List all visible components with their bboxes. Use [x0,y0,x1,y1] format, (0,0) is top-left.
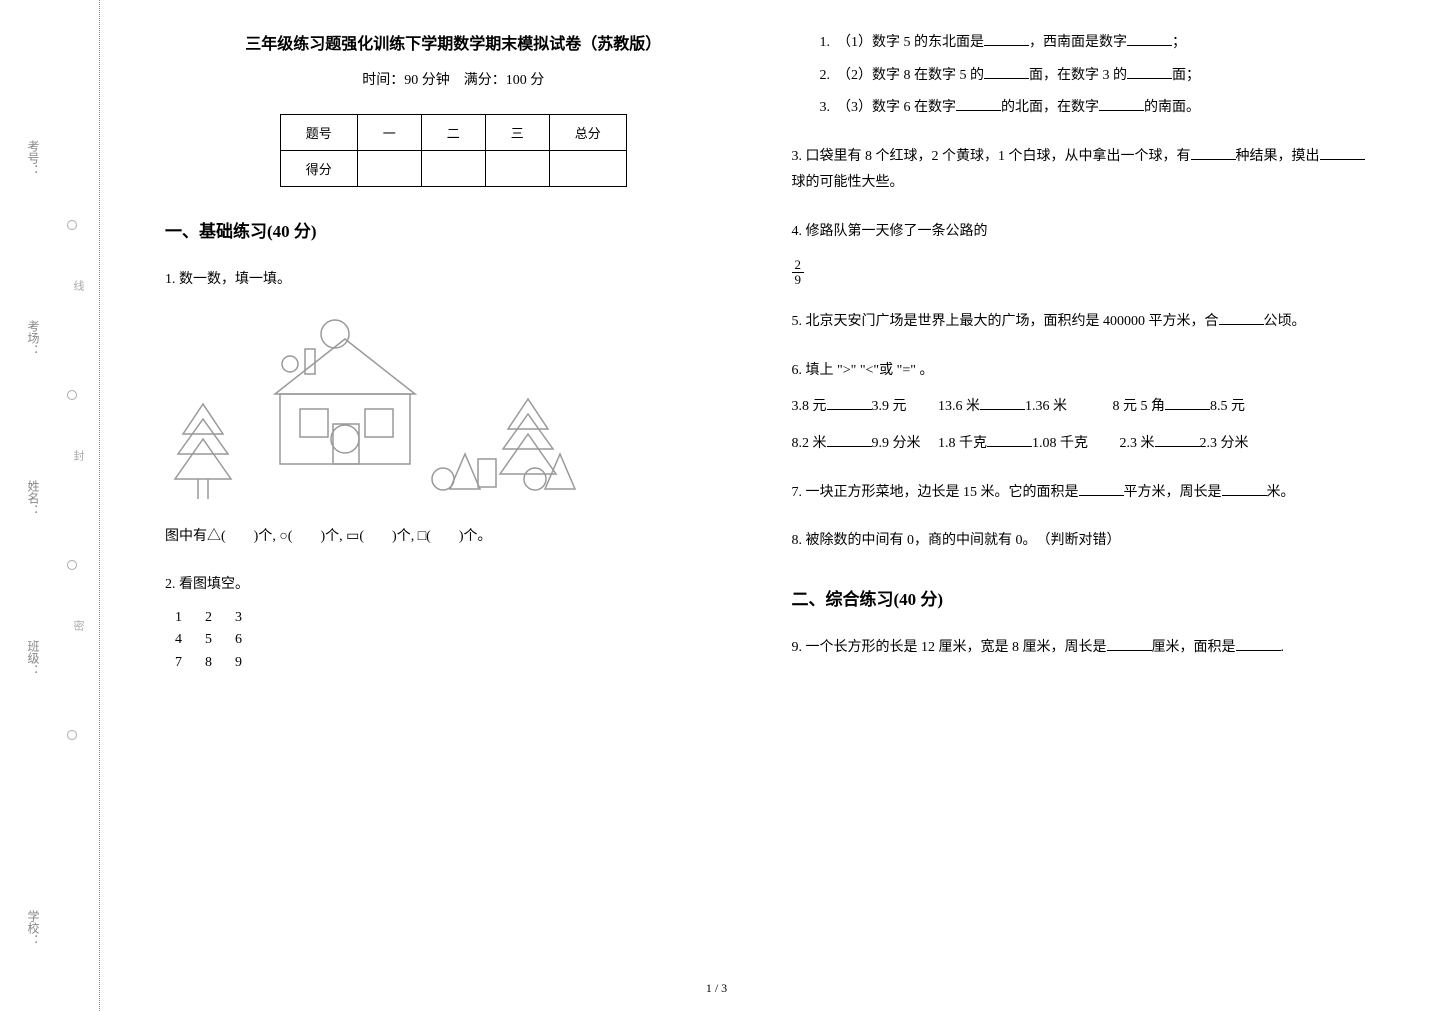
binding-circle [67,730,77,740]
score-col-total: 总分 [549,115,626,151]
blank [980,396,1025,410]
blank [984,65,1029,79]
binding-circle [67,560,77,570]
binding-margin: 考号： 考场： 姓名： 班级： 学校： 线 封 密 [0,0,100,1011]
blank [987,433,1032,447]
binding-circle [67,220,77,230]
q2-sub3: 3. （3）数字 6 在数字的北面，在数字的南面。 [792,95,1369,122]
circle-icon [279,529,287,544]
score-row-label: 得分 [280,151,357,187]
fraction: 2 9 [792,258,805,288]
question-6: 6. 填上 ">" "<"或 "=" 。 3.8 元3.9 元 13.6 米1.… [792,358,1369,458]
square-icon [418,529,426,544]
blank [1191,146,1236,160]
q2-sub2: 2. （2）数字 8 在数字 5 的面，在数字 3 的面； [792,63,1369,90]
q2-text: 2. 看图填空。 [165,572,742,599]
blank [1236,637,1281,651]
score-table: 题号 一 二 三 总分 得分 [280,114,627,187]
left-column: 三年级练习题强化训练下学期数学期末模拟试卷（苏教版） 时间：90 分钟 满分：1… [140,30,767,981]
score-cell [421,151,485,187]
page-subtitle: 时间：90 分钟 满分：100 分 [165,69,742,89]
binding-label-class: 班级： [25,640,42,676]
blank [1222,482,1267,496]
question-1: 1. 数一数，填一填。 [165,267,742,550]
table-row: 得分 [280,151,626,187]
page-content: 三年级练习题强化训练下学期数学期末模拟试卷（苏教版） 时间：90 分钟 满分：1… [100,0,1433,1011]
binding-circle [67,390,77,400]
binding-label-room: 考场： [25,320,42,356]
blank [956,97,1001,111]
score-cell [357,151,421,187]
blank [1107,637,1152,651]
triangle-icon [207,529,221,544]
blank [1127,65,1172,79]
score-col-2: 二 [421,115,485,151]
house-drawing [165,304,595,514]
q1-caption-prefix: 图中有 [165,529,207,544]
question-4: 4. 修路队第一天修了一条公路的 2 9 [792,219,1369,287]
question-9: 9. 一个长方形的长是 12 厘米，宽是 8 厘米，周长是厘米，面积是. [792,635,1369,662]
question-7: 7. 一块正方形菜地，边长是 15 米。它的面积是平方米，周长是米。 [792,480,1369,507]
rect-icon [346,529,359,544]
binding-label-exam-id: 考号： [25,140,42,176]
right-column: 1. （1）数字 5 的东北面是，西南面是数字； 2. （2）数字 8 在数字 … [767,30,1394,981]
blank [1320,146,1365,160]
binding-label-name: 姓名： [25,480,42,516]
question-8: 8. 被除数的中间有 0，商的中间就有 0。 （判断对错） [792,528,1369,555]
page-title: 三年级练习题强化训练下学期数学期末模拟试卷（苏教版） [165,30,742,54]
q1-text: 1. 数一数，填一填。 [165,267,742,294]
binding-line-text: 密 [70,620,86,633]
score-cell [549,151,626,187]
blank [1079,482,1124,496]
blank [1099,97,1144,111]
score-col-3: 三 [485,115,549,151]
q2-sub1: 1. （1）数字 5 的东北面是，西南面是数字； [792,30,1369,57]
q2-number-grid: 123 456 789 [175,607,742,674]
binding-line-text: 线 [70,280,86,293]
blank [1219,311,1264,325]
question-3: 3. 口袋里有 8 个红球，2 个黄球，1 个白球，从中拿出一个球，有种结果，摸… [792,144,1369,197]
blank [827,433,872,447]
q1-caption: 图中有( )个, ( )个, ( )个, ( )个。 [165,524,742,551]
question-2: 2. 看图填空。 123 456 789 [165,572,742,674]
q6-row2: 8.2 米9.9 分米 1.8 千克1.08 千克 2.3 米2.3 分米 [792,431,1369,458]
score-cell [485,151,549,187]
question-5: 5. 北京天安门广场是世界上最大的广场，面积约是 400000 平方米，合公顷。 [792,309,1369,336]
blank [827,396,872,410]
binding-line-text: 封 [70,450,86,463]
section-1-heading: 一、基础练习(40 分) [165,217,742,242]
blank [984,32,1029,46]
blank [1165,396,1210,410]
binding-label-school: 学校： [25,910,42,946]
blank [1155,433,1200,447]
score-header-label: 题号 [280,115,357,151]
q6-row1: 3.8 元3.9 元 13.6 米1.36 米 8 元 5 角8.5 元 [792,394,1369,421]
blank [1127,32,1172,46]
section-2-heading: 二、综合练习(40 分) [792,585,1369,610]
page-number: 1 / 3 [706,981,727,996]
table-row: 题号 一 二 三 总分 [280,115,626,151]
score-col-1: 一 [357,115,421,151]
